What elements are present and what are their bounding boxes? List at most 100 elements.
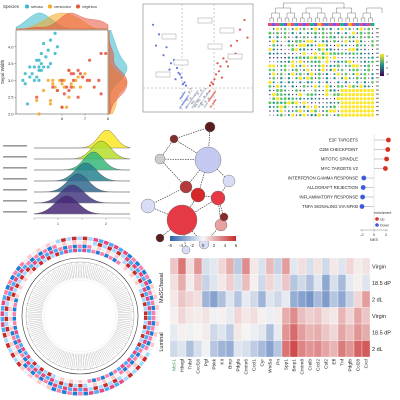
circos-block xyxy=(141,356,148,363)
dot-cell xyxy=(299,85,301,87)
circos-block xyxy=(140,282,146,288)
dot-cell xyxy=(302,27,306,31)
heatmap-cell xyxy=(169,274,179,292)
circos-spoke xyxy=(84,264,87,279)
dot-cell xyxy=(321,68,325,72)
dot-cell xyxy=(298,92,303,97)
heatmap-cell xyxy=(337,257,347,275)
circos-spoke xyxy=(67,352,72,368)
column-annotation-cell xyxy=(347,23,352,26)
dot-cell xyxy=(371,60,374,64)
ridge-row-label xyxy=(3,200,27,202)
circos-spoke xyxy=(90,264,95,280)
dot-cell xyxy=(291,48,295,51)
dot-cell xyxy=(284,110,286,112)
data-point-versicolor xyxy=(51,82,55,86)
heatmap-cell xyxy=(321,307,331,325)
dot-cell xyxy=(272,44,276,47)
column-annotation-cell xyxy=(363,23,367,26)
circos-block xyxy=(147,311,152,316)
data-point-setosa xyxy=(39,51,43,56)
circos-block xyxy=(143,345,149,351)
circos-block xyxy=(88,386,94,391)
circos-block xyxy=(82,236,88,241)
dot-cell xyxy=(276,109,279,113)
dot-cell xyxy=(299,81,302,84)
circos-block xyxy=(118,247,124,253)
heatmap-cell xyxy=(217,274,227,292)
dot-cell xyxy=(307,102,309,104)
column-annotation-cell xyxy=(275,23,280,26)
dot-cell xyxy=(268,85,272,88)
circos-block xyxy=(151,310,156,316)
circos-block xyxy=(8,321,13,326)
dot-cell xyxy=(268,36,272,39)
circos-spoke xyxy=(116,301,131,306)
circos-spoke xyxy=(116,303,132,308)
dot-cell xyxy=(269,93,271,96)
y-tick-label: 4.0 xyxy=(8,44,14,49)
column-annotation-cell xyxy=(366,23,371,26)
volcano-point xyxy=(205,104,207,107)
circos-block xyxy=(108,242,115,248)
volcano-point-up xyxy=(246,36,249,39)
circos-block xyxy=(108,371,114,377)
circos-spoke xyxy=(35,285,49,295)
column-annotation-cell xyxy=(279,23,284,26)
dot-cell xyxy=(344,76,348,80)
heatmap-column-label: Cxcl xyxy=(364,359,370,368)
dot-cell xyxy=(364,32,366,34)
dot-cell xyxy=(284,45,286,46)
circos-block xyxy=(115,260,121,266)
data-point-versicolor xyxy=(46,78,50,82)
heatmap-column-label: Ccl28 xyxy=(356,359,362,372)
circos-spoke xyxy=(115,295,129,302)
dot-cell xyxy=(333,85,336,87)
dot-cell xyxy=(333,35,336,39)
circos-spoke xyxy=(61,351,67,366)
circos-block xyxy=(61,389,67,395)
dot-cell xyxy=(284,73,286,75)
dot-cell xyxy=(295,89,298,92)
legend-label-virginica: virginica xyxy=(82,4,97,9)
heatmap-cell xyxy=(329,307,339,325)
network-edge xyxy=(181,194,199,221)
heatmap-cell xyxy=(353,274,363,292)
volcano-point xyxy=(212,101,215,104)
dot-cell xyxy=(341,73,343,75)
dot-cell xyxy=(283,68,287,72)
volcano-point xyxy=(214,90,217,93)
dot-cell xyxy=(326,101,328,104)
data-point-virginica xyxy=(88,78,92,82)
dot-cell xyxy=(333,89,336,92)
dot-cell xyxy=(359,93,363,97)
heatmap-cell xyxy=(305,307,315,325)
dot-cell xyxy=(363,88,367,93)
circos-block xyxy=(149,341,155,348)
circos-block xyxy=(19,274,25,280)
data-point-setosa xyxy=(35,58,39,62)
volcano-point-down xyxy=(169,62,173,65)
circos-block xyxy=(154,299,159,305)
circos-spoke xyxy=(57,267,65,282)
heatmap-cell xyxy=(201,323,211,341)
circos-block xyxy=(14,283,20,289)
dot-cell xyxy=(315,49,316,50)
dot-cell xyxy=(280,57,282,59)
enrichment-legend-title: enrichment xyxy=(374,211,391,215)
data-point-virginica xyxy=(88,58,92,62)
circos-panel: MaSC/basal xyxy=(0,236,160,396)
circos-block xyxy=(126,269,132,275)
dot-cell xyxy=(337,57,339,59)
heatmap-cell xyxy=(305,290,315,308)
legend-swatch-virginica xyxy=(76,4,80,9)
dot-cell xyxy=(291,44,295,47)
dot-cell xyxy=(310,60,314,64)
circos-block xyxy=(93,389,100,395)
dot-cell xyxy=(351,105,356,109)
circos-block xyxy=(124,256,130,262)
circos-block xyxy=(25,360,32,366)
dot-cell xyxy=(299,31,302,35)
circos-block xyxy=(68,248,73,253)
